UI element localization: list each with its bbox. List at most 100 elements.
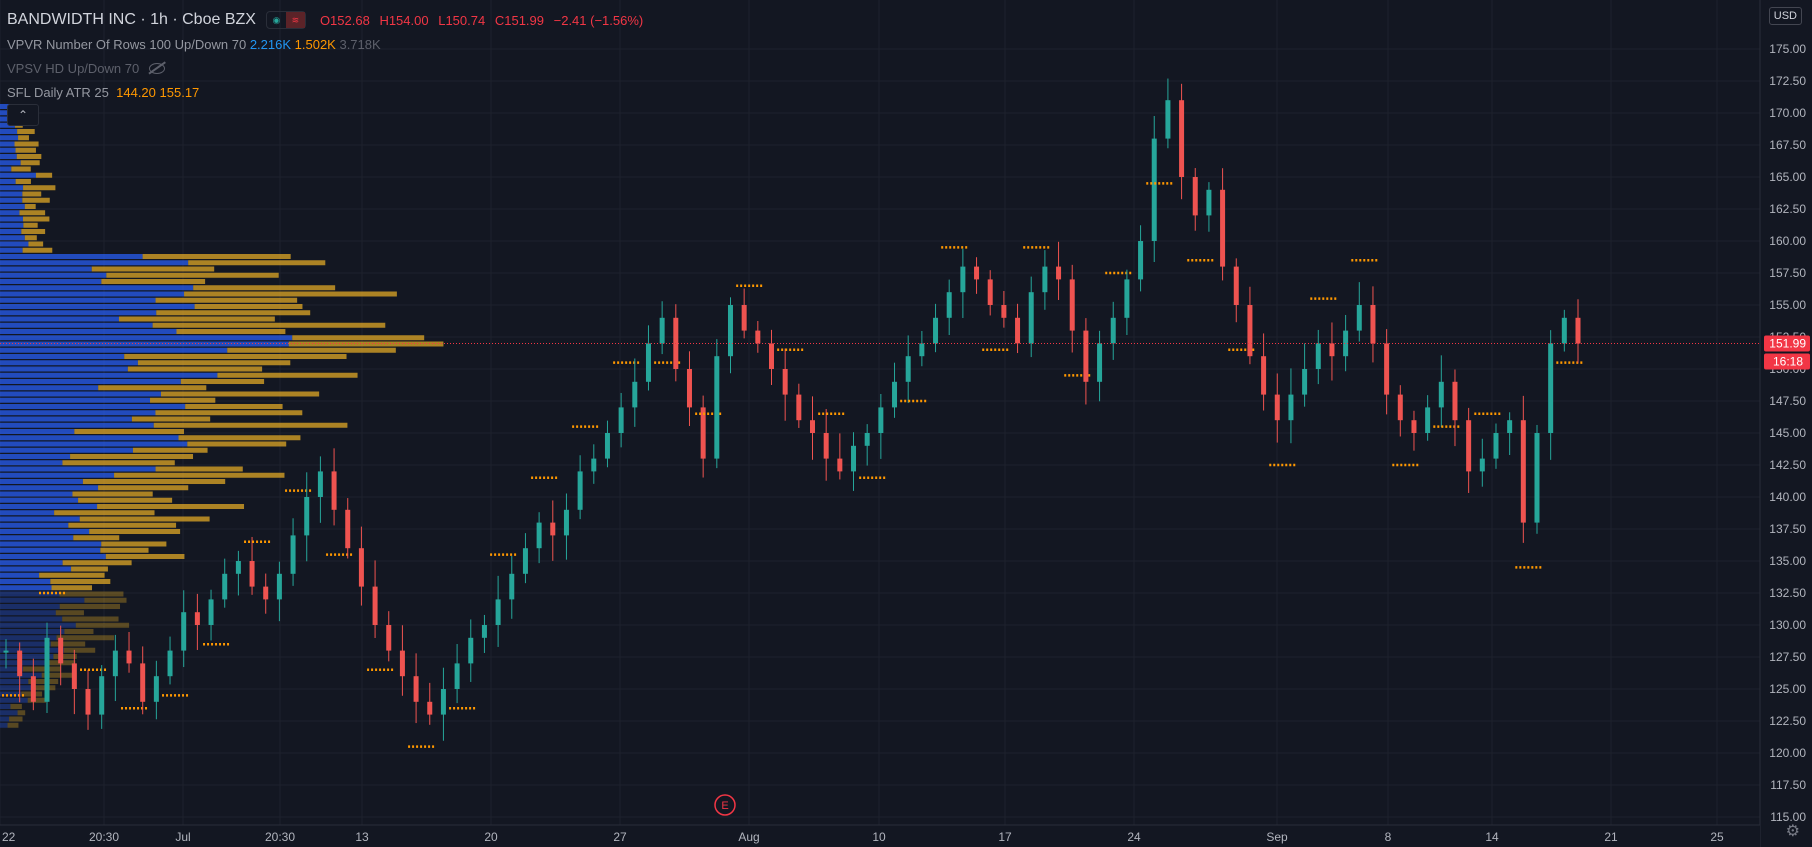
sfl-row[interactable]: SFL Daily ATR 25 144.20 155.17 bbox=[7, 80, 649, 104]
volume-profile-down-bar bbox=[75, 622, 130, 628]
volume-profile-up-bar bbox=[0, 416, 132, 422]
volume-profile-down-bar bbox=[24, 235, 37, 241]
volume-profile-up-bar bbox=[0, 704, 11, 709]
price-axis-label: 162.50 bbox=[1769, 202, 1806, 216]
time-axis-label: 25 bbox=[1710, 830, 1724, 844]
vpvr-name: VPVR bbox=[7, 36, 43, 52]
volume-profile-up-bar bbox=[0, 172, 36, 178]
candle-body bbox=[864, 433, 870, 446]
volume-profile-up-bar bbox=[0, 266, 92, 272]
volume-profile-up-bar bbox=[0, 579, 51, 584]
price-axis-label: 170.00 bbox=[1769, 106, 1806, 120]
candle-body bbox=[167, 650, 173, 677]
volume-profile-down-bar bbox=[19, 210, 46, 216]
time-axis-label: 21 bbox=[1604, 830, 1618, 844]
volume-profile-up-bar bbox=[0, 497, 79, 503]
earnings-marker bbox=[714, 794, 736, 816]
candle-body bbox=[304, 497, 310, 536]
volume-profile-down-bar bbox=[28, 679, 59, 684]
volume-profile-down-bar bbox=[79, 516, 210, 522]
currency-badge[interactable]: USD bbox=[1768, 7, 1802, 25]
candle-body bbox=[3, 650, 9, 653]
candle-body bbox=[823, 433, 829, 459]
price-axis-label: 130.00 bbox=[1769, 618, 1806, 632]
collapse-legend-button[interactable]: ⌃ bbox=[7, 104, 39, 126]
volume-profile-down-bar bbox=[35, 172, 53, 178]
gear-icon[interactable]: ⚙ bbox=[1785, 823, 1800, 840]
volume-profile-down-bar bbox=[21, 229, 46, 234]
candle-body bbox=[1274, 394, 1280, 421]
volume-profile-up-bar bbox=[0, 616, 63, 622]
candle-body bbox=[837, 458, 843, 472]
volume-profile-down-bar bbox=[178, 435, 301, 441]
candle-body bbox=[1001, 305, 1007, 318]
candle-body bbox=[276, 573, 282, 600]
volume-profile-up-bar bbox=[0, 354, 125, 359]
volume-profile-up-bar bbox=[0, 691, 22, 697]
candle-body bbox=[1561, 317, 1567, 344]
candle-body bbox=[235, 561, 241, 574]
price-axis-label: 145.00 bbox=[1769, 426, 1806, 440]
hidden-eye-icon[interactable] bbox=[149, 62, 166, 74]
volume-profile-up-bar bbox=[0, 166, 12, 172]
vpsv-row[interactable]: VPSV HD Up/Down 70 bbox=[7, 56, 649, 80]
volume-profile-down-bar bbox=[150, 397, 216, 403]
volume-profile-up-bar bbox=[0, 541, 102, 547]
volume-profile-up-bar bbox=[0, 147, 16, 153]
symbol-title[interactable]: BANDWIDTH INC · 1h · Cboe BZX bbox=[7, 11, 256, 28]
volume-profile-down-bar bbox=[91, 266, 215, 272]
volume-profile-up-bar bbox=[0, 485, 99, 491]
last-price-badge bbox=[1764, 335, 1810, 352]
candle-body bbox=[317, 471, 323, 497]
volume-profile-up-bar bbox=[0, 504, 98, 509]
time-axis-label: Aug bbox=[738, 830, 759, 844]
candle-body bbox=[372, 586, 378, 625]
volume-profile-down-bar bbox=[68, 522, 177, 528]
market-status[interactable]: ◉ ≋ bbox=[265, 11, 306, 29]
volume-profile-up-bar bbox=[0, 666, 24, 672]
volume-profile-down-bar bbox=[217, 372, 358, 378]
volume-profile-down-bar bbox=[63, 647, 96, 653]
candle-body bbox=[563, 509, 569, 536]
candle-body bbox=[1548, 343, 1554, 433]
candle-body bbox=[1042, 266, 1048, 293]
time-axis-label: 14 bbox=[1485, 830, 1499, 844]
candle-body bbox=[1575, 317, 1581, 344]
volume-profile-up-bar bbox=[0, 491, 73, 497]
ohlc-values: O152.68 H154.00 L150.74 C151.99 −2.41 (−… bbox=[320, 13, 649, 28]
volume-profile-down-bar bbox=[54, 510, 155, 516]
candle-body bbox=[1124, 279, 1130, 318]
candle-body bbox=[905, 356, 911, 382]
volume-profile-up-bar bbox=[0, 597, 85, 603]
sfl-high-value: 155.17 bbox=[159, 84, 200, 100]
volume-profile-down-bar bbox=[156, 310, 311, 316]
volume-profile-down-bar bbox=[53, 654, 77, 659]
time-axis-label: 22 bbox=[2, 830, 16, 844]
volume-profile-down-bar bbox=[22, 247, 53, 253]
price-axis-label: 132.50 bbox=[1769, 586, 1806, 600]
volume-profile-up-bar bbox=[0, 466, 156, 472]
volume-profile-down-bar bbox=[17, 129, 35, 134]
volume-profile-up-bar bbox=[0, 716, 10, 722]
volume-profile-down-bar bbox=[15, 147, 36, 153]
volume-profile-up-bar bbox=[0, 322, 153, 328]
market-open-icon: ◉ bbox=[272, 14, 281, 25]
candle-body bbox=[645, 343, 651, 382]
sfl-low-value: 144.20 bbox=[116, 84, 156, 100]
candle-body bbox=[919, 343, 925, 357]
candle-body bbox=[1165, 100, 1171, 139]
candle-body bbox=[1356, 305, 1362, 331]
volume-profile-down-bar bbox=[7, 722, 19, 728]
candle-body bbox=[30, 676, 36, 702]
candle-body bbox=[714, 356, 720, 459]
volume-profile-down-bar bbox=[137, 360, 291, 366]
volume-profile-up-bar bbox=[0, 635, 57, 641]
vpvr-row[interactable]: VPVR Number Of Rows 100 Up/Down 70 2.216… bbox=[7, 32, 649, 56]
volume-profile-up-bar bbox=[0, 391, 161, 397]
candle-body bbox=[1411, 420, 1417, 433]
price-axis-label: 137.50 bbox=[1769, 522, 1806, 536]
candle-body bbox=[413, 676, 419, 702]
price-axis-label: 142.50 bbox=[1769, 458, 1806, 472]
countdown-badge bbox=[1764, 353, 1810, 370]
